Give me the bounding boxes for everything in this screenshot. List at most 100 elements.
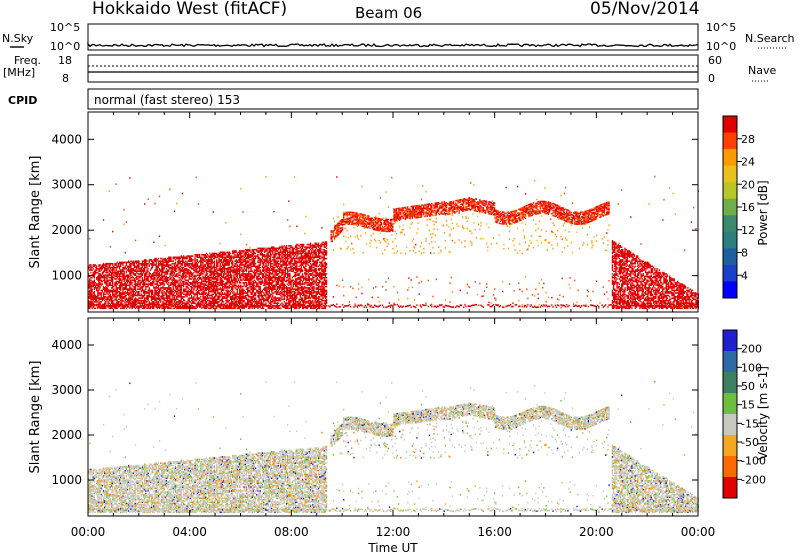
power-cell [114,278,116,280]
power-cell [237,293,240,296]
power-cell [90,284,92,287]
power-cell [188,262,190,265]
power-cell [229,280,232,283]
power-cell [221,303,224,306]
power-cell [154,276,156,279]
power-cell [209,255,211,257]
power-cell [153,262,155,265]
power-cell [131,304,133,307]
power-cell [272,305,274,308]
power-cell [94,304,97,306]
power-cell [250,261,252,264]
power-cell [144,278,146,280]
power-cell [120,261,122,264]
power-cell [172,302,174,304]
power-cell [140,262,142,265]
power-cell [124,296,126,298]
power-cell [118,303,121,306]
power-cell [128,261,130,264]
power-cell [118,274,121,276]
power-cell [148,261,150,264]
power-cell [282,269,284,271]
power-cell [223,301,225,303]
power-cell [106,289,108,292]
power-cell [211,305,213,307]
power-cell [180,269,182,271]
power-cell [109,303,111,306]
power-cell [154,202,156,205]
power-cell [115,268,117,270]
power-cell [235,288,237,290]
power-cell [131,296,133,298]
power-cell [209,307,211,310]
power-cell [276,285,278,288]
power-cell [136,261,138,264]
power-cell [256,248,258,251]
power-cell [106,268,108,270]
power-cell [156,292,158,294]
power-cell [150,282,153,284]
power-cell [190,271,193,274]
power-cell [107,271,109,274]
power-cell [124,290,126,293]
power-cell [280,248,282,251]
power-cell [113,303,115,306]
power-cell [132,301,134,303]
power-cell [225,293,227,296]
power-cell [129,278,131,280]
power-cell [248,287,250,289]
power-cell [134,297,137,299]
power-cell [97,290,99,293]
power-cell [107,280,109,283]
power-cell [130,270,132,273]
power-cell [153,279,155,282]
power-cell [120,304,122,307]
power-cell [129,298,131,301]
power-cell [106,262,108,265]
power-cell [145,274,147,276]
power-cell [185,274,187,276]
power-cell [101,299,103,302]
power-cell [90,269,92,271]
power-cell [166,276,169,279]
power-cell [134,292,137,294]
power-cell [174,261,177,264]
power-cell [164,257,166,260]
power-cell [155,293,157,296]
power-cell [120,264,122,266]
power-cell [134,279,137,282]
power-cell [112,287,114,289]
power-cell [138,294,140,297]
power-cell [195,275,197,278]
power-cell [156,304,158,306]
power-cell [281,244,283,247]
power-cell [201,288,203,290]
power-cell [149,283,152,285]
power-cell [145,287,147,289]
power-cell [128,288,130,290]
power-cell [96,296,98,298]
power-cell [206,275,209,278]
power-cell [93,284,95,287]
power-cell [137,305,139,307]
power-cell [227,289,229,292]
power-cell [132,304,134,307]
power-cell [237,259,240,261]
power-cell [141,278,144,280]
power-cell [94,282,97,284]
power-cell [170,264,172,266]
power-cell [144,284,146,287]
power-cell [227,251,229,254]
power-cell [153,306,155,308]
power-cell [261,260,264,262]
power-cell [125,283,127,285]
power-cell [125,294,127,297]
power-cell [109,246,111,248]
power-cell [132,302,134,304]
power-cell [149,275,152,278]
power-cell [89,279,91,282]
power-cell [101,268,103,270]
power-cell [109,284,111,287]
power-cell [133,306,135,309]
power-cell [91,285,93,288]
